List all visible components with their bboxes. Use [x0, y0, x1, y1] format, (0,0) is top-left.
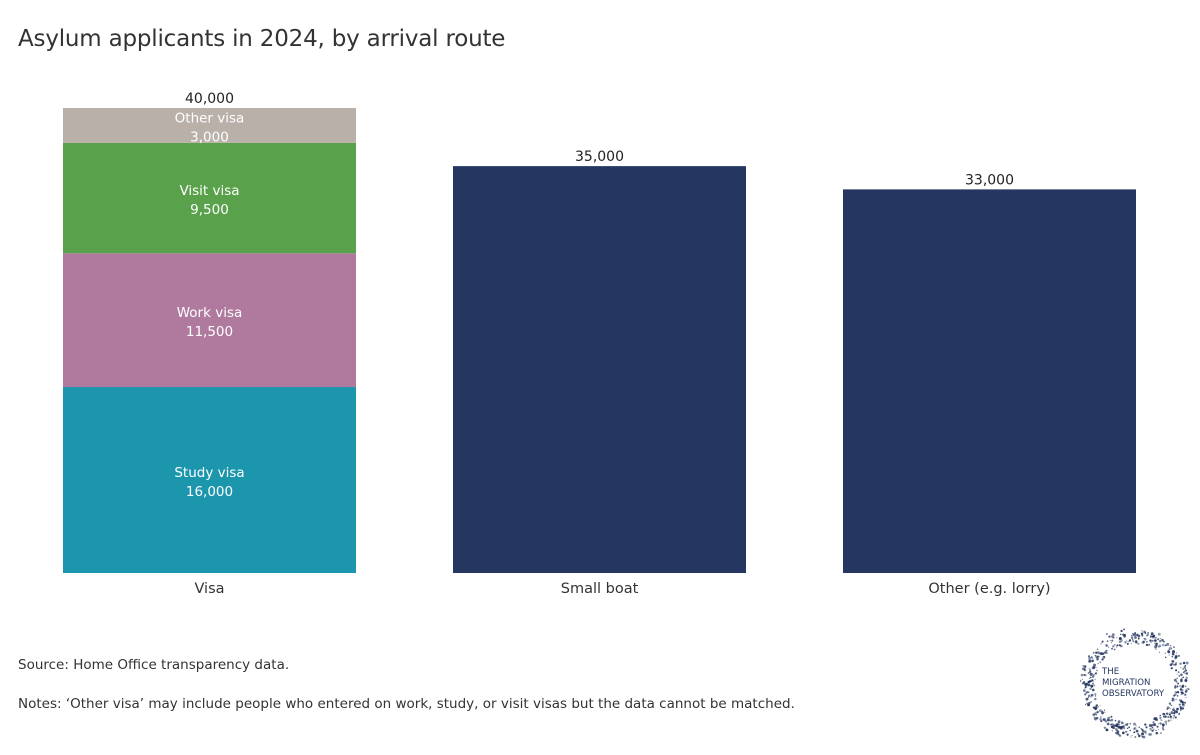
bar-study-visa — [63, 387, 356, 573]
segment-value-other-visa: 3,000 — [190, 129, 229, 145]
logo-text-line3: OBSERVATORY — [1102, 689, 1165, 699]
bar-work-visa — [63, 253, 356, 387]
bar-small-boat — [453, 166, 746, 573]
migration-observatory-logo: THE MIGRATION OBSERVATORY — [1080, 628, 1190, 739]
x-tick-label-visa: Visa — [194, 581, 224, 597]
segment-value-visit-visa: 9,500 — [190, 202, 229, 218]
notes-text: Notes: ‘Other visa’ may include people w… — [18, 696, 795, 712]
bar-visit-visa — [63, 142, 356, 254]
total-label-other-e-g-lorry: 33,000 — [965, 172, 1014, 188]
segment-label-study-visa: Study visa — [174, 465, 244, 481]
segment-label-work-visa: Work visa — [177, 305, 243, 321]
total-label-small-boat: 35,000 — [575, 149, 624, 165]
logo-text-line1: THE — [1101, 667, 1119, 677]
x-tick-label-small-boat: Small boat — [561, 581, 639, 597]
x-tick-label-other-e-g-lorry: Other (e.g. lorry) — [928, 581, 1050, 597]
chart-title: Asylum applicants in 2024, by arrival ro… — [18, 26, 506, 52]
segment-value-work-visa: 11,500 — [186, 324, 233, 340]
segment-value-study-visa: 16,000 — [186, 484, 233, 500]
segment-label-visit-visa: Visit visa — [179, 183, 239, 199]
logo-dot-ring — [1080, 628, 1190, 739]
bar-chart: Study visa 16,000 Work visa 11,500 Visit vis… — [63, 91, 1136, 597]
bar-other-e-g-lorry — [843, 189, 1136, 573]
source-note: Source: Home Office transparency data. — [18, 657, 290, 673]
total-label-visa: 40,000 — [185, 91, 234, 107]
segment-label-other-visa: Other visa — [175, 110, 245, 126]
logo-text-line2: MIGRATION — [1102, 678, 1150, 688]
bar-other-visa — [63, 108, 356, 143]
